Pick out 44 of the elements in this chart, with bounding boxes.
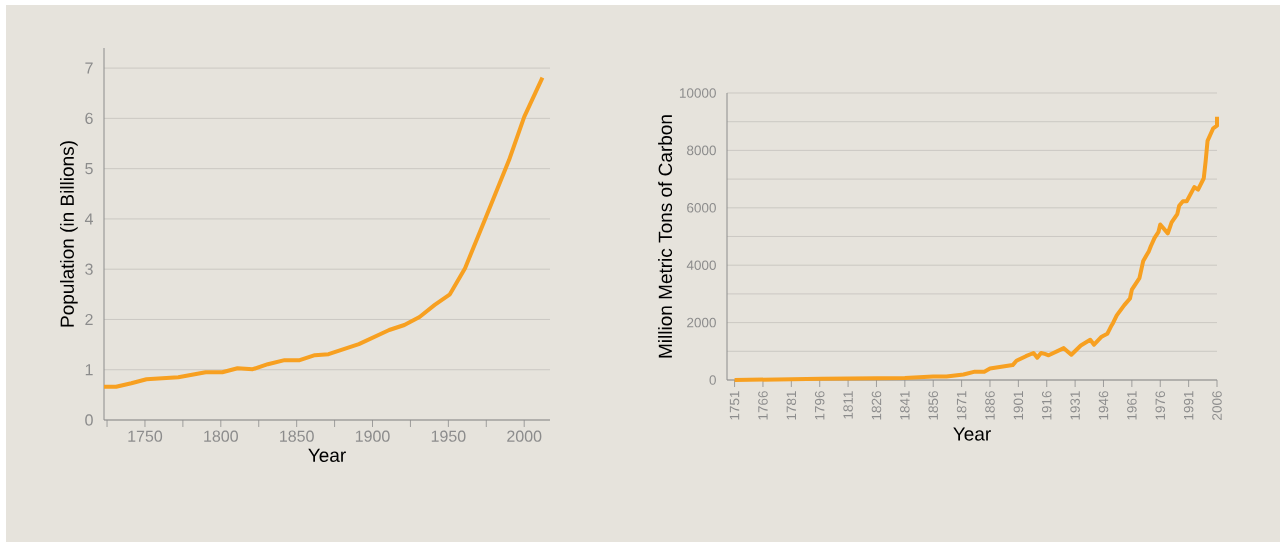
x-tick-label: 1811 bbox=[843, 391, 853, 419]
y-axis-title: Population (in Billions) bbox=[59, 141, 78, 327]
x-tick-label: 1850 bbox=[280, 430, 314, 442]
y-tick-label: 3 bbox=[85, 263, 93, 275]
x-tick-label: 1800 bbox=[204, 430, 238, 442]
x-tick-label: 1750 bbox=[128, 430, 163, 442]
y-tick-label: 8000 bbox=[687, 145, 716, 156]
line-series bbox=[732, 114, 1220, 382]
x-axis-title: Year bbox=[308, 448, 346, 462]
y-tick-label: 6000 bbox=[687, 203, 716, 213]
x-tick-label: 1991 bbox=[1183, 391, 1194, 420]
y-tick-label: 5 bbox=[85, 163, 93, 175]
line-series bbox=[102, 75, 545, 389]
y-axis-title: Million Metric Tons of Carbon bbox=[658, 115, 673, 358]
x-tick-label: 1826 bbox=[871, 391, 882, 420]
y-tick-label: 6 bbox=[85, 112, 93, 125]
x-tick-label: 1886 bbox=[985, 391, 995, 420]
x-tick-label: 1781 bbox=[786, 391, 797, 420]
x-tick-label: 1976 bbox=[1155, 391, 1166, 420]
y-tick-label: 4 bbox=[84, 213, 93, 225]
y-tick-label: 4000 bbox=[686, 260, 716, 270]
y-tick-label: 7 bbox=[85, 62, 93, 74]
x-tick-label: 1796 bbox=[814, 391, 825, 420]
x-tick-label: 1901 bbox=[1013, 391, 1024, 420]
x-axis-title: Year bbox=[953, 427, 991, 441]
x-tick-label: 2006 bbox=[1212, 391, 1222, 420]
y-tick-label: 2 bbox=[85, 313, 93, 326]
y-tick-label: 1 bbox=[85, 364, 93, 376]
x-tick-label: 1766 bbox=[758, 391, 768, 420]
x-tick-label: 1751 bbox=[729, 391, 740, 420]
x-tick-label: 1856 bbox=[928, 391, 938, 420]
x-tick-label: 1931 bbox=[1070, 391, 1080, 420]
y-tick-label: 2000 bbox=[687, 317, 716, 328]
y-tick-label: 0 bbox=[85, 414, 93, 426]
x-tick-label: 1916 bbox=[1041, 391, 1052, 420]
x-tick-label: 1946 bbox=[1098, 391, 1109, 420]
y-tick-label: 10000 bbox=[679, 88, 716, 98]
x-tick-label: 2000 bbox=[507, 430, 542, 442]
x-tick-label: 1961 bbox=[1127, 391, 1137, 420]
x-tick-label: 1841 bbox=[900, 391, 910, 420]
y-tick-label: 0 bbox=[709, 375, 716, 385]
x-tick-label: 1900 bbox=[355, 430, 390, 442]
x-tick-label: 1871 bbox=[956, 391, 967, 420]
x-tick-label: 1950 bbox=[431, 430, 466, 442]
